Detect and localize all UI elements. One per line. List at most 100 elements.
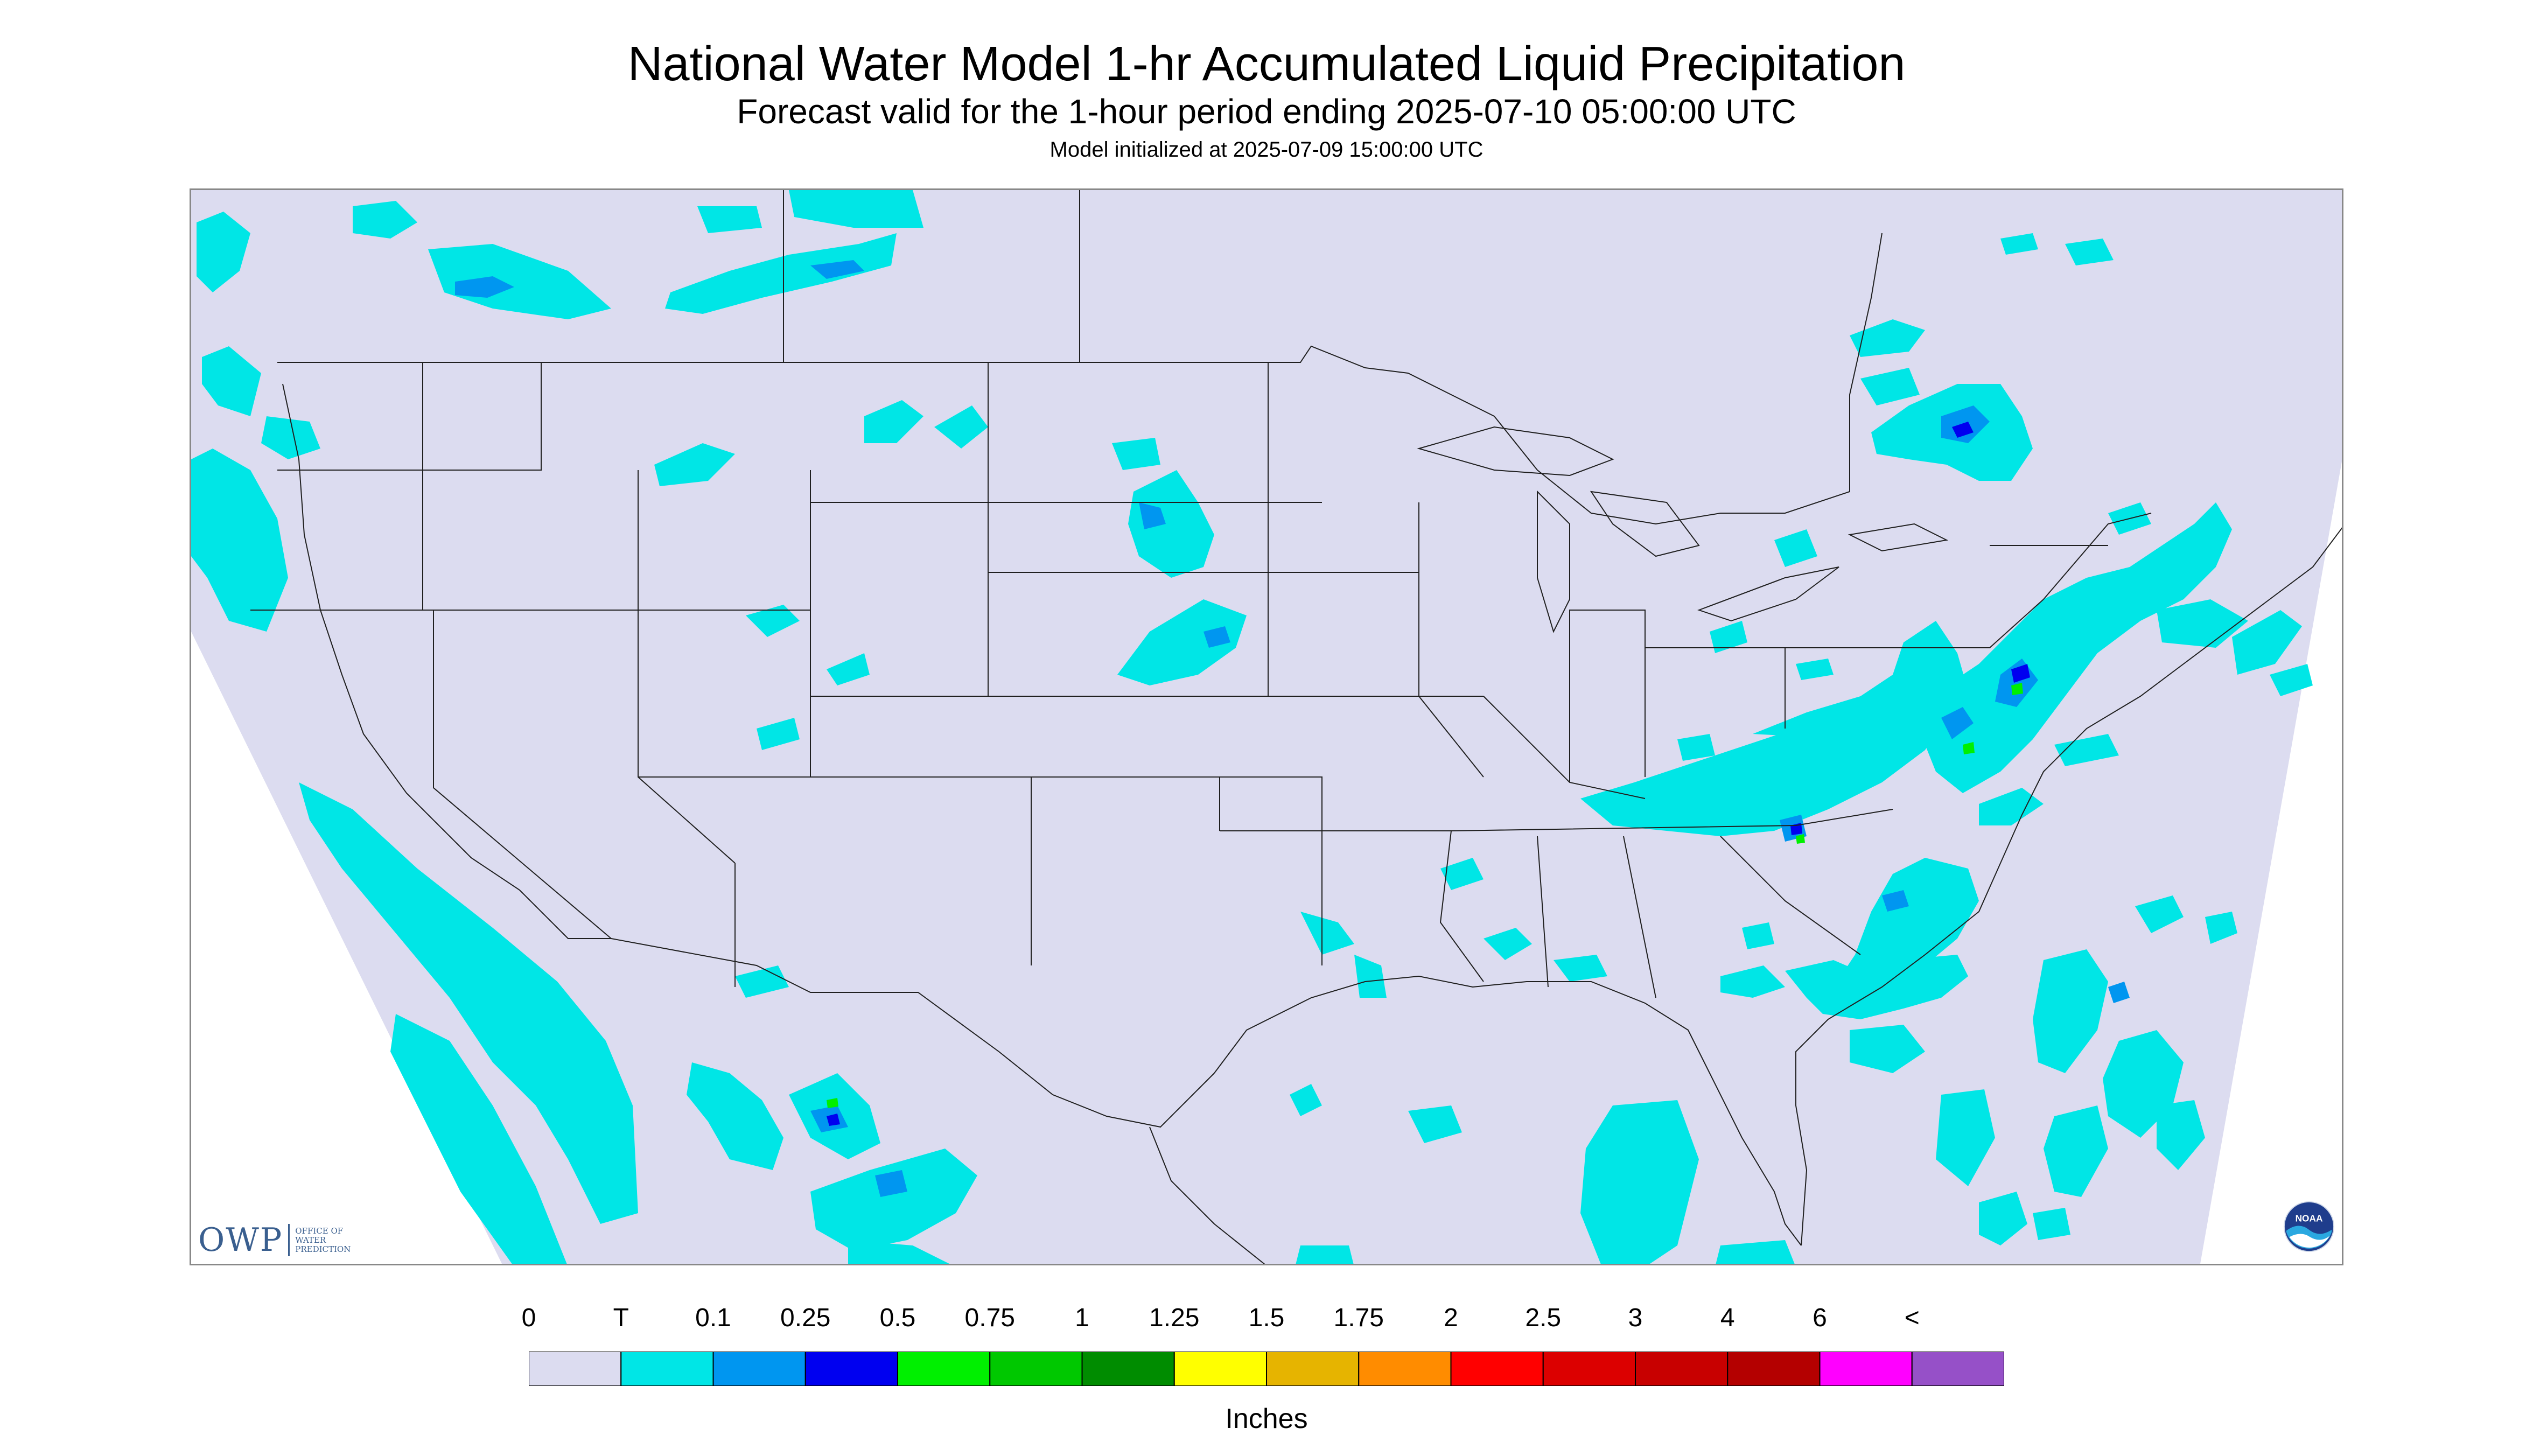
precip-area xyxy=(746,605,800,637)
precip-core-moderate xyxy=(1952,422,1974,438)
precip-area xyxy=(197,212,250,292)
great-lakes xyxy=(1848,523,1949,552)
great-lakes xyxy=(1417,426,1614,477)
great-lakes xyxy=(1590,491,1700,557)
precip-area xyxy=(1296,1245,1354,1264)
legend-units: Inches xyxy=(1225,1403,1308,1434)
precip-area xyxy=(735,965,789,998)
legend-bar xyxy=(529,1352,2004,1386)
owp-logo-divider xyxy=(288,1224,290,1256)
precip-area xyxy=(1554,955,1607,982)
precip-area xyxy=(1979,788,2044,825)
precip-area xyxy=(353,201,417,239)
precip-core-moderate xyxy=(827,1114,840,1126)
precip-core-light xyxy=(1882,890,1909,912)
precip-area xyxy=(1860,368,1920,405)
legend-tick-label: 0.75 xyxy=(964,1304,1015,1332)
precip-area xyxy=(1484,928,1532,960)
legend-tick-label: T xyxy=(613,1304,629,1332)
precip-core-light xyxy=(1203,626,1230,648)
precip-core-light xyxy=(1941,707,1974,739)
precip-area xyxy=(390,1014,567,1264)
legend-tick-label: 3 xyxy=(1628,1304,1643,1332)
legend-swatch xyxy=(1727,1352,1821,1386)
legend-tick-label: 0.1 xyxy=(695,1304,731,1332)
precip-area xyxy=(1300,912,1354,955)
coastline xyxy=(1149,1126,1265,1264)
precip-area xyxy=(1290,1084,1322,1116)
coastline xyxy=(1214,975,1802,1246)
precip-area xyxy=(687,1062,783,1170)
legend-swatch xyxy=(897,1352,991,1386)
precip-area xyxy=(810,1149,977,1251)
legend-swatch xyxy=(529,1352,622,1386)
map-canvas xyxy=(191,190,2342,1264)
model-init-line: Model initialized at 2025-07-09 15:00:00… xyxy=(1049,138,1484,162)
precip-area xyxy=(757,718,800,750)
state-lines xyxy=(1537,836,1549,988)
legend-tick-label: 1 xyxy=(1075,1304,1089,1332)
legend-tick-label: 4 xyxy=(1720,1304,1735,1332)
precip-area xyxy=(2054,734,2119,766)
precip-area xyxy=(1796,659,1834,680)
precipitation-map[interactable] xyxy=(190,188,2343,1265)
precipitation-field xyxy=(191,190,2313,1264)
legend-swatch xyxy=(1266,1352,1360,1386)
precip-area xyxy=(1979,1192,2027,1245)
state-lines xyxy=(1439,830,1484,982)
precip-area xyxy=(934,405,988,449)
legend-swatch xyxy=(1819,1352,1913,1386)
owp-logo: OWP OFFICE OF WATER PREDICTION xyxy=(198,1221,370,1259)
page-title: National Water Model 1-hr Accumulated Li… xyxy=(627,37,1906,91)
state-lines xyxy=(277,362,542,471)
legend-swatch xyxy=(620,1352,714,1386)
legend-swatch xyxy=(1173,1352,1267,1386)
precip-core-heavy xyxy=(2011,683,2023,695)
precip-area xyxy=(1112,438,1160,470)
great-lakes xyxy=(1697,566,1839,622)
precip-core-heavy xyxy=(1963,742,1975,754)
legend-tick-label: 2 xyxy=(1444,1304,1458,1332)
precip-area xyxy=(1834,858,1979,998)
precip-area xyxy=(2232,610,2302,675)
precip-area xyxy=(864,400,923,443)
state-lines xyxy=(1623,836,1656,998)
precip-area xyxy=(1753,621,1968,739)
legend-tick-label: < xyxy=(1904,1304,1920,1332)
legend-tick-label: 0.5 xyxy=(879,1304,916,1332)
legend-tick-label: 0.25 xyxy=(780,1304,831,1332)
precip-core-light xyxy=(455,276,514,298)
precip-area xyxy=(1720,965,1785,998)
precip-area xyxy=(1440,858,1484,890)
coastline xyxy=(1795,527,2342,1246)
precip-area xyxy=(1742,922,1774,949)
great-lakes xyxy=(1537,490,1570,633)
precip-area xyxy=(2270,664,2313,696)
precip-area xyxy=(1850,319,1925,357)
precip-area xyxy=(2033,949,2108,1073)
legend-swatch xyxy=(1635,1352,1729,1386)
coastline xyxy=(282,383,611,939)
state-lines xyxy=(1451,809,1893,831)
legend-swatch xyxy=(804,1352,898,1386)
legend-swatch xyxy=(1542,1352,1636,1386)
precip-area xyxy=(1914,502,2232,793)
precip-core-heavy xyxy=(1796,834,1805,844)
legend-swatch xyxy=(1358,1352,1452,1386)
precip-area xyxy=(2033,1208,2070,1240)
precip-area xyxy=(2157,599,2248,648)
legend-tick-label: 1.75 xyxy=(1333,1304,1384,1332)
legend-tick-label: 1.5 xyxy=(1248,1304,1285,1332)
precip-core-heavy xyxy=(827,1098,838,1108)
precip-area xyxy=(2065,239,2114,265)
noaa-logo-text: NOAA xyxy=(2296,1213,2323,1223)
precip-area xyxy=(1710,621,1747,653)
precip-area xyxy=(202,346,261,416)
precip-area xyxy=(1128,470,1214,578)
state-lines xyxy=(433,610,612,939)
precip-area xyxy=(1117,599,1247,685)
state-lines xyxy=(1785,599,2044,648)
precip-area xyxy=(2000,233,2038,255)
mexico-border xyxy=(611,938,1215,1128)
precip-core-light xyxy=(810,260,864,279)
